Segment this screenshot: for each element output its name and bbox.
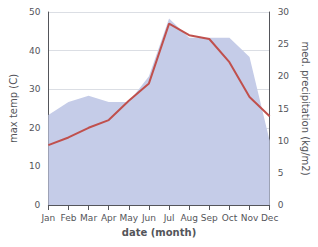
svg-text:Aug: Aug xyxy=(180,213,198,223)
svg-text:med. precipitation (kg/m2): med. precipitation (kg/m2) xyxy=(300,41,311,175)
svg-text:10: 10 xyxy=(278,136,290,146)
svg-text:Oct: Oct xyxy=(222,213,238,223)
svg-text:Dec: Dec xyxy=(261,213,278,223)
svg-text:Apr: Apr xyxy=(101,213,117,223)
svg-text:Jul: Jul xyxy=(163,213,175,223)
svg-text:5: 5 xyxy=(278,168,284,178)
svg-text:30: 30 xyxy=(29,84,41,94)
svg-text:max temp (C): max temp (C) xyxy=(8,74,19,143)
svg-text:20: 20 xyxy=(278,71,290,81)
svg-text:Feb: Feb xyxy=(61,213,77,223)
svg-text:May: May xyxy=(120,213,139,223)
svg-text:Jan: Jan xyxy=(40,213,55,223)
svg-text:Jun: Jun xyxy=(141,213,156,223)
svg-text:40: 40 xyxy=(29,46,41,56)
svg-text:10: 10 xyxy=(29,161,41,171)
svg-text:50: 50 xyxy=(29,7,41,17)
svg-text:30: 30 xyxy=(278,7,290,17)
svg-text:Nov: Nov xyxy=(241,213,259,223)
svg-text:15: 15 xyxy=(278,104,289,114)
svg-text:0: 0 xyxy=(278,200,284,210)
svg-text:25: 25 xyxy=(278,39,289,49)
svg-text:20: 20 xyxy=(29,123,41,133)
svg-text:Sep: Sep xyxy=(201,213,218,223)
svg-text:date (month): date (month) xyxy=(122,227,196,238)
svg-text:Mar: Mar xyxy=(80,213,97,223)
svg-text:0: 0 xyxy=(35,200,41,210)
